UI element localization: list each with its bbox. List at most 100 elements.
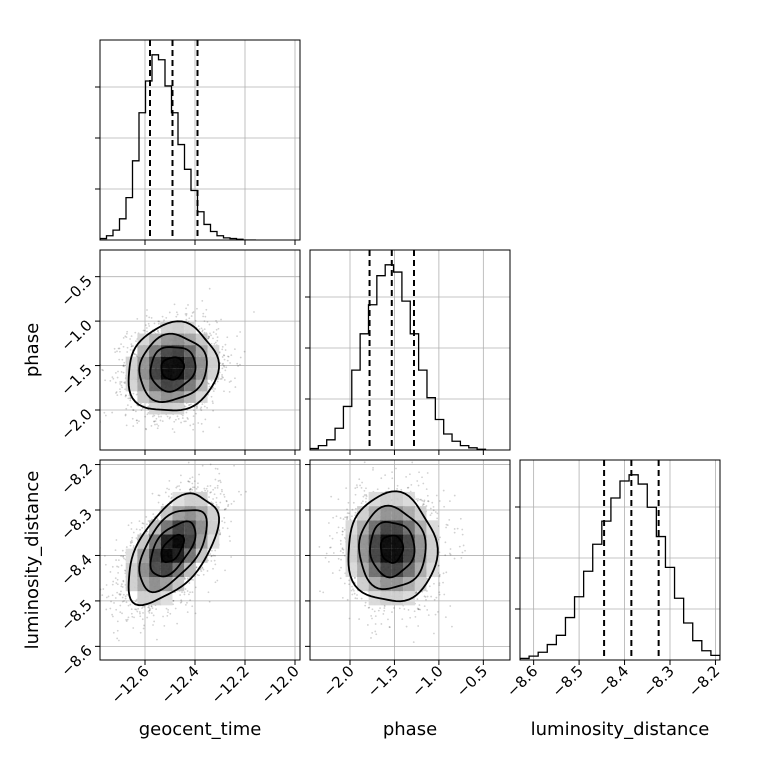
scatter-point <box>129 348 132 351</box>
scatter-point <box>230 503 233 505</box>
scatter-point <box>138 611 141 613</box>
scatter-point <box>129 603 132 606</box>
scatter-point <box>173 420 176 423</box>
scatter-point <box>234 386 237 388</box>
scatter-point <box>230 520 232 523</box>
scatter-point <box>112 377 115 380</box>
scatter-point <box>214 549 217 552</box>
scatter-point <box>186 611 189 614</box>
scatter-point <box>215 328 218 331</box>
scatter-point <box>136 422 139 424</box>
density-cell <box>172 345 185 357</box>
scatter-point <box>121 596 124 599</box>
scatter-point <box>167 608 170 611</box>
scatter-point <box>224 369 227 372</box>
y-tick-label: −8.2 <box>57 460 95 498</box>
scatter-point <box>204 315 207 318</box>
scatter-point <box>118 358 121 361</box>
scatter-point <box>152 513 155 516</box>
histogram-bars <box>310 250 487 450</box>
scatter-point <box>129 397 132 400</box>
scatter-point <box>139 615 142 618</box>
scatter-point <box>145 327 148 329</box>
scatter-point <box>184 577 186 580</box>
scatter-point <box>214 341 217 344</box>
density-cell <box>125 356 138 369</box>
scatter-point <box>168 311 171 314</box>
scatter-point <box>205 308 208 311</box>
scatter-point <box>227 505 229 508</box>
scatter-point <box>118 593 121 595</box>
density-cell <box>125 379 138 392</box>
scatter-point <box>199 407 202 410</box>
density-cell <box>172 356 185 369</box>
scatter-point <box>166 614 169 617</box>
scatter-point <box>141 526 144 529</box>
scatter-point <box>111 411 114 414</box>
scatter-point <box>203 328 206 331</box>
scatter-point <box>104 414 107 417</box>
scatter-point <box>129 338 132 340</box>
scatter-point <box>127 604 130 607</box>
scatter-point <box>173 303 176 306</box>
scatter-point <box>214 478 217 481</box>
scatter-point <box>219 479 221 482</box>
density-cell <box>149 356 161 369</box>
scatter-point <box>146 413 149 416</box>
scatter-point <box>221 348 224 351</box>
scatter-point <box>215 333 218 335</box>
scatter-point <box>211 388 214 390</box>
scatter-point <box>214 563 217 566</box>
scatter-point <box>212 390 215 392</box>
scatter-point <box>198 473 200 476</box>
scatter-point <box>123 557 125 560</box>
scatter-point <box>212 488 215 491</box>
scatter-point <box>132 627 135 629</box>
scatter-point <box>148 609 151 612</box>
scatter-point <box>153 414 156 417</box>
scatter-point <box>217 327 220 330</box>
scatter-point <box>111 565 114 568</box>
scatter-point <box>147 610 150 613</box>
scatter-point <box>222 376 224 379</box>
scatter-point <box>122 579 125 582</box>
joint-density <box>100 287 255 434</box>
scatter-point <box>153 620 156 623</box>
scatter-point <box>163 625 166 627</box>
density-cell <box>172 402 185 415</box>
scatter-point <box>207 559 209 562</box>
density-cell <box>184 368 196 380</box>
scatter-point <box>125 620 128 622</box>
scatter-point <box>230 556 233 558</box>
scatter-point <box>116 591 119 594</box>
scatter-point <box>219 481 222 484</box>
scatter-point <box>138 420 140 423</box>
scatter-point <box>114 372 117 374</box>
scatter-point <box>200 422 203 425</box>
scatter-point <box>179 594 182 596</box>
scatter-point <box>209 491 212 494</box>
scatter-point <box>184 588 187 590</box>
scatter-point <box>224 343 227 346</box>
scatter-point <box>207 591 210 594</box>
density-cell <box>137 368 150 380</box>
density-cell <box>195 391 208 403</box>
scatter-point <box>192 486 194 489</box>
scatter-point <box>145 314 148 317</box>
scatter-point <box>218 371 221 374</box>
scatter-point <box>204 418 207 421</box>
scatter-point <box>212 386 215 389</box>
density-cell <box>160 391 173 403</box>
density-cell <box>184 379 196 392</box>
scatter-point <box>125 546 128 548</box>
scatter-point <box>129 397 131 399</box>
scatter-point <box>189 477 191 480</box>
scatter-point <box>185 314 188 317</box>
scatter-point <box>124 382 127 385</box>
scatter-point <box>116 376 119 379</box>
scatter-point <box>118 347 121 350</box>
scatter-point <box>120 585 123 588</box>
scatter-point <box>168 488 170 491</box>
histogram-bar <box>204 224 211 240</box>
density-cell <box>160 322 173 334</box>
